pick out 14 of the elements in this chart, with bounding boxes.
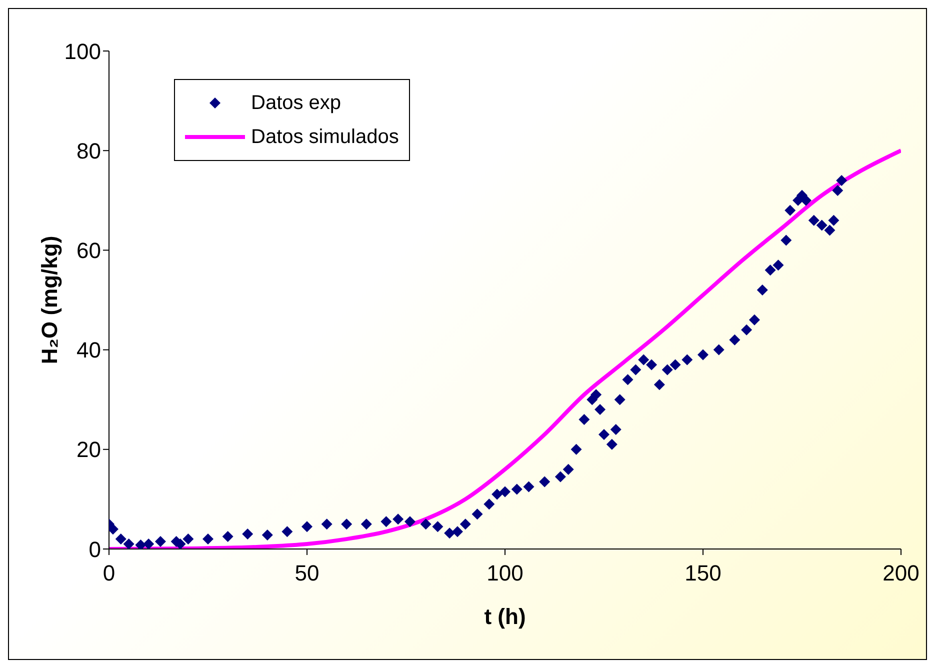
- x-axis-title: t (h): [484, 604, 526, 629]
- legend-label: Datos exp: [251, 92, 342, 114]
- x-tick-label: 50: [294, 560, 320, 586]
- x-tick-label: 150: [684, 560, 722, 586]
- y-tick-label: 40: [76, 338, 101, 363]
- y-tick-label: 20: [76, 437, 101, 462]
- x-tick-label: 200: [882, 560, 920, 586]
- legend-label: Datos simulados: [251, 126, 399, 148]
- x-tick-label: 100: [486, 560, 524, 586]
- y-tick-label: 0: [88, 536, 101, 562]
- y-tick-label: 60: [76, 238, 101, 264]
- y-tick-label: 80: [76, 138, 101, 164]
- y-tick-label: 100: [64, 38, 101, 64]
- y-axis-title: H₂O (mg/kg): [37, 236, 62, 364]
